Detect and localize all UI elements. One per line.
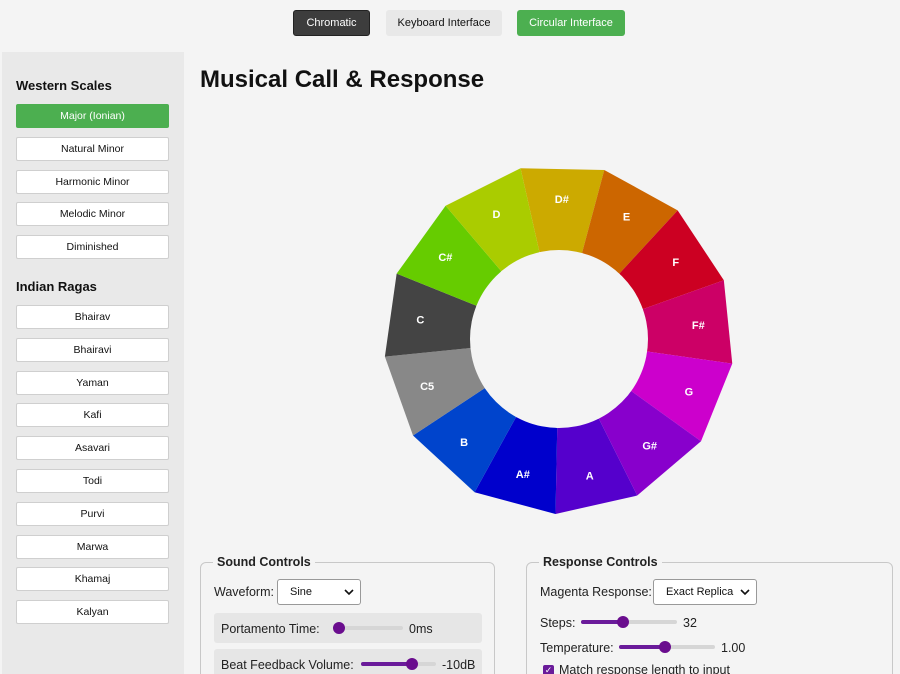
wheel-center: [470, 250, 648, 428]
note-label: B: [460, 437, 468, 449]
waveform-value: Sine: [290, 586, 313, 598]
sound-controls-panel: Sound Controls Waveform: Sine Portamento…: [200, 555, 495, 674]
scale-button[interactable]: Melodic Minor: [16, 202, 169, 227]
beat-feedback-slider[interactable]: [361, 658, 436, 670]
note-segment[interactable]: [396, 205, 502, 306]
raga-button[interactable]: Yaman: [16, 370, 169, 395]
scale-button[interactable]: Major (Ionian): [16, 104, 169, 128]
indian-ragas-heading: Indian Ragas: [16, 279, 97, 294]
note-label: D#: [555, 194, 569, 206]
steps-value: 32: [683, 616, 697, 630]
raga-button[interactable]: Kalyan: [16, 600, 169, 625]
magenta-response-label: Magenta Response:: [540, 585, 652, 599]
raga-button[interactable]: Bhairav: [16, 305, 169, 329]
note-label: A: [586, 471, 594, 483]
raga-button[interactable]: Khamaj: [16, 567, 169, 592]
chevron-down-icon: [740, 589, 750, 596]
note-segment[interactable]: [631, 351, 733, 442]
beat-feedback-row: [214, 649, 482, 674]
note-segment[interactable]: [642, 280, 733, 364]
keyboard-interface-button[interactable]: Keyboard Interface: [386, 10, 502, 36]
raga-button[interactable]: Purvi: [16, 501, 169, 526]
note-segment[interactable]: [384, 347, 485, 436]
magenta-response-value: Exact Replica: [666, 586, 734, 598]
raga-button[interactable]: Bhairavi: [16, 337, 169, 362]
beat-feedback-value: -10dB: [442, 658, 476, 672]
portamento-value: 0ms: [409, 622, 433, 636]
note-segment[interactable]: [619, 210, 724, 310]
scale-sidebar: Western Scales Major (Ionian) Natural Min…: [2, 52, 184, 674]
note-segment[interactable]: [520, 168, 605, 254]
match-length-label: Match response length to input: [559, 663, 730, 674]
raga-button[interactable]: Asavari: [16, 436, 169, 461]
scale-button[interactable]: Harmonic Minor: [16, 169, 169, 194]
circular-interface-button[interactable]: Circular Interface: [517, 10, 625, 36]
beat-feedback-label: Beat Feedback Volume:: [221, 658, 354, 672]
raga-button[interactable]: Marwa: [16, 534, 169, 559]
page-title: Musical Call & Response: [200, 66, 485, 93]
portamento-slider[interactable]: [333, 622, 403, 634]
note-segment[interactable]: [598, 391, 702, 496]
chromatic-button[interactable]: Chromatic: [293, 10, 370, 36]
note-label: C: [416, 314, 424, 326]
sound-controls-legend: Sound Controls: [213, 555, 315, 569]
note-label: C#: [438, 252, 452, 264]
portamento-label: Portamento Time:: [221, 622, 320, 636]
raga-button[interactable]: Todi: [16, 469, 169, 493]
western-scales-heading: Western Scales: [16, 78, 112, 93]
note-label: F#: [692, 320, 705, 332]
temperature-value: 1.00: [721, 641, 746, 655]
steps-slider[interactable]: [581, 616, 677, 628]
scale-button[interactable]: Diminished: [16, 235, 169, 260]
scale-button[interactable]: Natural Minor: [16, 136, 169, 161]
note-segment[interactable]: [582, 169, 678, 274]
raga-button[interactable]: Kafi: [16, 403, 169, 428]
note-label: E: [623, 211, 630, 223]
note-label: F: [672, 257, 679, 269]
note-segment[interactable]: [474, 416, 558, 514]
note-label: C5: [420, 381, 434, 393]
temperature-slider[interactable]: [619, 641, 715, 653]
top-toolbar: Chromatic Keyboard Interface Circular In…: [0, 0, 900, 46]
temperature-label: Temperature:: [540, 641, 614, 655]
waveform-select[interactable]: Sine: [277, 579, 361, 605]
note-segment[interactable]: [384, 273, 477, 357]
chevron-down-icon: [344, 589, 354, 596]
note-label: G: [685, 386, 694, 398]
waveform-label: Waveform:: [214, 585, 274, 599]
note-segment[interactable]: [555, 418, 638, 514]
note-label: A#: [516, 469, 530, 481]
magenta-response-select[interactable]: Exact Replica: [653, 579, 757, 605]
note-label: D: [492, 209, 500, 221]
response-controls-panel: Response Controls Magenta Response: Exac…: [526, 555, 893, 674]
note-segment[interactable]: [413, 388, 517, 493]
steps-label: Steps:: [540, 616, 576, 630]
note-label: G#: [642, 441, 657, 453]
note-segment[interactable]: [445, 168, 540, 272]
match-length-checkbox[interactable]: ✓: [543, 665, 554, 674]
response-controls-legend: Response Controls: [539, 555, 662, 569]
